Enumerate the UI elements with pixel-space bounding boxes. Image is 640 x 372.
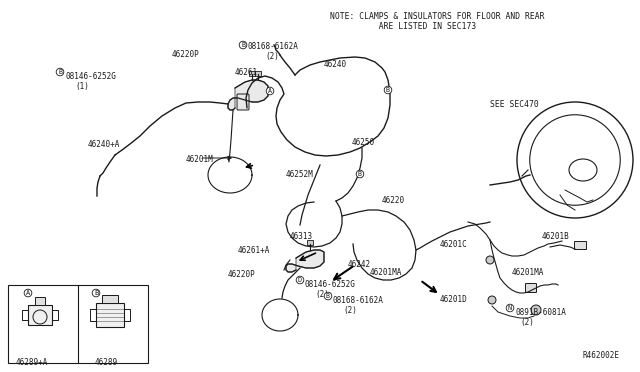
Text: 46201MA: 46201MA bbox=[370, 268, 403, 277]
Circle shape bbox=[488, 296, 496, 304]
Text: (2): (2) bbox=[265, 52, 279, 61]
Text: 46242: 46242 bbox=[348, 260, 371, 269]
Text: 46240+A: 46240+A bbox=[88, 140, 120, 149]
FancyBboxPatch shape bbox=[102, 295, 118, 303]
FancyBboxPatch shape bbox=[28, 305, 52, 325]
Text: 46201MA: 46201MA bbox=[512, 268, 545, 277]
Text: 46289: 46289 bbox=[95, 358, 118, 367]
Text: B: B bbox=[358, 171, 362, 177]
Text: A: A bbox=[268, 88, 272, 94]
Text: 46261+A: 46261+A bbox=[238, 246, 270, 255]
Text: 08146-6252G: 08146-6252G bbox=[305, 280, 356, 289]
FancyBboxPatch shape bbox=[255, 71, 261, 76]
FancyBboxPatch shape bbox=[96, 303, 124, 327]
Text: ARE LISTED IN SEC173: ARE LISTED IN SEC173 bbox=[330, 22, 476, 31]
Text: R462002E: R462002E bbox=[583, 351, 620, 360]
Text: 46220: 46220 bbox=[382, 196, 405, 205]
Text: B: B bbox=[58, 69, 62, 75]
Text: 46252M: 46252M bbox=[286, 170, 314, 179]
FancyBboxPatch shape bbox=[307, 240, 313, 245]
Circle shape bbox=[531, 305, 541, 315]
Text: 46201B: 46201B bbox=[542, 232, 570, 241]
FancyBboxPatch shape bbox=[35, 297, 45, 305]
Circle shape bbox=[486, 256, 494, 264]
FancyBboxPatch shape bbox=[574, 241, 586, 249]
Text: B: B bbox=[386, 87, 390, 93]
Text: B: B bbox=[241, 42, 245, 48]
Text: B: B bbox=[94, 290, 98, 296]
FancyBboxPatch shape bbox=[8, 285, 148, 363]
FancyBboxPatch shape bbox=[237, 94, 249, 110]
Text: (1): (1) bbox=[75, 82, 89, 91]
Text: N: N bbox=[508, 305, 512, 311]
Text: 46240: 46240 bbox=[324, 60, 347, 69]
Text: 46313: 46313 bbox=[290, 232, 313, 241]
Text: 46220P: 46220P bbox=[228, 270, 256, 279]
Text: 08168-6162A: 08168-6162A bbox=[248, 42, 299, 51]
Text: A: A bbox=[26, 290, 30, 296]
Text: SEE SEC470: SEE SEC470 bbox=[490, 100, 539, 109]
Text: 08168-6162A: 08168-6162A bbox=[333, 296, 384, 305]
Text: 46201C: 46201C bbox=[440, 240, 468, 249]
Text: 0891B-6081A: 0891B-6081A bbox=[516, 308, 567, 317]
Text: 08146-6252G: 08146-6252G bbox=[65, 72, 116, 81]
FancyBboxPatch shape bbox=[249, 71, 255, 76]
Text: B: B bbox=[326, 293, 330, 299]
Text: (2): (2) bbox=[520, 318, 534, 327]
Text: (2): (2) bbox=[343, 306, 357, 315]
Text: D: D bbox=[298, 277, 302, 283]
Text: 46220P: 46220P bbox=[172, 50, 200, 59]
Text: 46289+A: 46289+A bbox=[16, 358, 49, 367]
Text: 46201M: 46201M bbox=[186, 155, 214, 164]
Polygon shape bbox=[228, 80, 268, 110]
Text: 46250: 46250 bbox=[352, 138, 375, 147]
Text: 46201D: 46201D bbox=[440, 295, 468, 304]
Text: 46261: 46261 bbox=[235, 68, 258, 77]
FancyBboxPatch shape bbox=[525, 283, 536, 292]
Text: (2): (2) bbox=[315, 290, 329, 299]
Polygon shape bbox=[286, 250, 324, 272]
Text: NOTE: CLAMPS & INSULATORS FOR FLOOR AND REAR: NOTE: CLAMPS & INSULATORS FOR FLOOR AND … bbox=[330, 12, 545, 21]
